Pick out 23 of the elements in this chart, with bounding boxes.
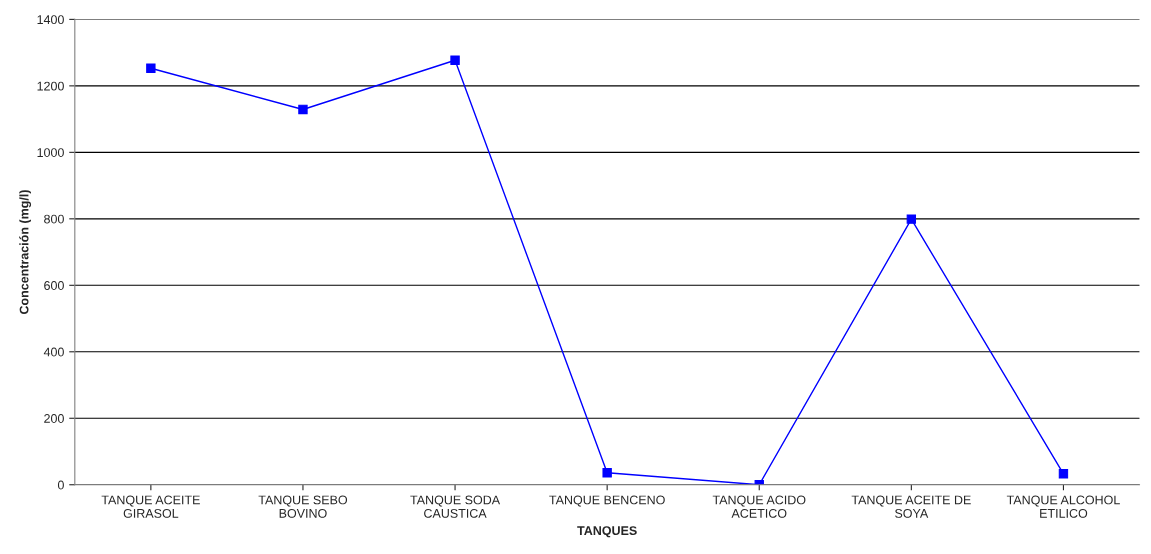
y-axis-title: Concentración (mg/l) [19, 190, 32, 315]
x-tick-label: TANQUE ACEITE GIRASOL [101, 495, 200, 518]
y-tick-label: 200 [44, 414, 64, 423]
point [450, 55, 460, 65]
x-tick-label: TANQUE ACIDO ACETICO [712, 495, 806, 518]
x-tick-label: TANQUE ALCOHOL ETILICO [1006, 495, 1120, 518]
y-tick-label: 1200 [37, 81, 64, 91]
y-tick-label: 800 [44, 214, 64, 224]
x-axis-title: TANQUES [577, 526, 637, 538]
y-tick-label: 400 [43, 347, 64, 357]
x-tick-label: TANQUE ACEITE DE SOYA [851, 495, 971, 518]
point [298, 104, 308, 115]
x-tick-label: TANQUE SEBO BOVINO [258, 495, 348, 518]
y-tick-label: 0 [57, 480, 64, 490]
x-tick-label: TANQUE SODA CAUSTICA [410, 495, 501, 518]
y-tick-label: 600 [44, 281, 64, 290]
point [1058, 469, 1069, 479]
point [906, 214, 917, 224]
x-tick-label: TANQUE BENCENO [549, 495, 665, 507]
point [146, 63, 156, 73]
y-tick-label: 1000 [37, 148, 64, 157]
point [602, 468, 612, 478]
y-tick-label: 1400 [37, 15, 64, 25]
